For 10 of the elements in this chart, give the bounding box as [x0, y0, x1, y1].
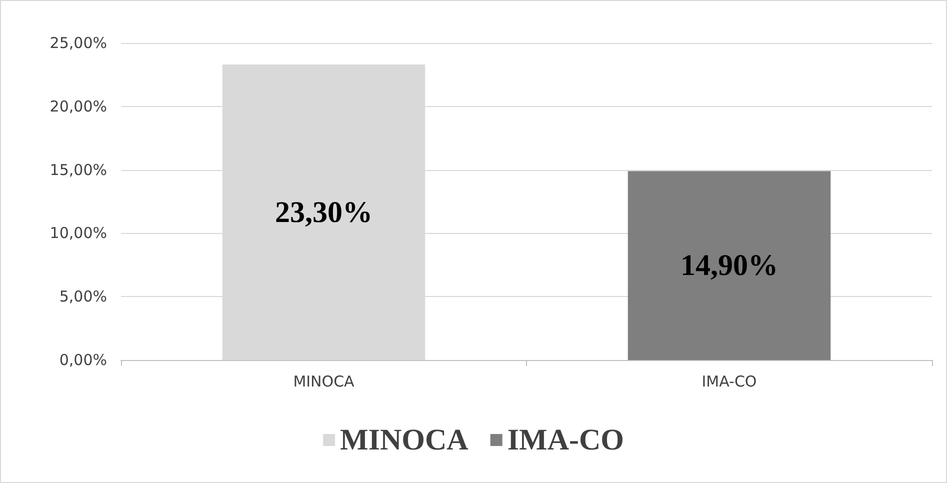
- y-tick-label: 0,00%: [59, 351, 107, 369]
- y-tick-label: 5,00%: [59, 288, 107, 306]
- y-tick-label: 15,00%: [50, 160, 107, 179]
- data-label: 23,30%: [275, 196, 372, 229]
- y-tick-label: 25,00%: [50, 34, 107, 52]
- y-tick-label: 20,00%: [50, 97, 107, 116]
- y-tick-label: 10,00%: [50, 224, 107, 242]
- data-label: 14,90%: [680, 249, 778, 282]
- legend-label: IMA-CO: [507, 424, 624, 456]
- legend-label: MINOCA: [340, 424, 469, 456]
